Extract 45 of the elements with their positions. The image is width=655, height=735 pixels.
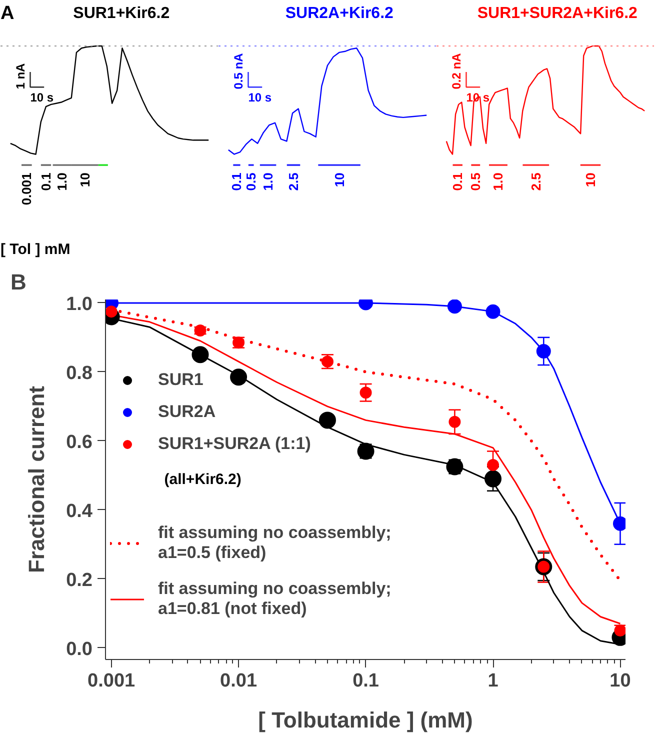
x-tick-label: 0.001 (88, 670, 136, 692)
y-tick-label: 0.0 (66, 638, 93, 660)
text: 0.5 (468, 172, 484, 191)
text: A (0, 2, 14, 24)
annotation: 10 s (466, 90, 490, 104)
chart-title: SUR1+SUR2A+Kir6.2 (477, 4, 638, 22)
annotation: 10 s (30, 90, 54, 104)
y-axis-title: Fractional current (24, 385, 50, 574)
text: 1.0 (490, 172, 506, 191)
y-tick-label: 0.2 (66, 570, 93, 591)
annotation: (all+Kir6.2) (164, 471, 242, 488)
annotation: 0.2 nA (449, 52, 464, 90)
text: 1.0 (54, 172, 70, 191)
text: B (10, 270, 26, 294)
x-tick-label: 0.1 (352, 670, 380, 692)
text: 10 (332, 172, 347, 188)
legend-label: fit assuming no coassembly; a1=0.81 (not fixed) (158, 579, 392, 619)
y-tick-label: 0.6 (66, 432, 93, 453)
text: 0.1 (38, 172, 54, 191)
legend-label: SUR1+SUR2A (1:1) (158, 434, 311, 454)
x-tick-label: 1 (488, 670, 499, 692)
x-axis-title: [ Tolbutamide ] (mM) (258, 708, 473, 732)
legend-label: SUR2A (158, 402, 216, 422)
y-tick-label: 1.0 (66, 294, 93, 315)
y-tick-label: 0.4 (66, 500, 93, 522)
text: 1.0 (260, 172, 276, 191)
annotation: 1 nA (13, 62, 28, 90)
text: 0.5 (244, 172, 259, 191)
x-tick-label: 0.01 (220, 670, 258, 692)
text: 0.001 (19, 172, 34, 206)
text: 2.5 (528, 172, 544, 191)
text: 10 (77, 172, 92, 188)
text: [ Tol ] mM (0, 241, 70, 258)
text: 0.1 (229, 172, 244, 191)
chart-title: SUR2A+Kir6.2 (285, 4, 394, 22)
legend-label: fit assuming no coassembly; a1=0.5 (fixed) (158, 523, 392, 563)
text: 10 (582, 172, 598, 188)
x-tick-label: 10 (610, 670, 631, 692)
text: 2.5 (286, 172, 302, 191)
annotation: 0.5 nA (231, 52, 246, 90)
text: 0.1 (450, 172, 466, 191)
chart-title: SUR1+Kir6.2 (73, 4, 170, 22)
annotation: 10 s (248, 90, 272, 104)
y-tick-label: 0.8 (66, 362, 93, 384)
legend-label: SUR1 (158, 370, 204, 390)
